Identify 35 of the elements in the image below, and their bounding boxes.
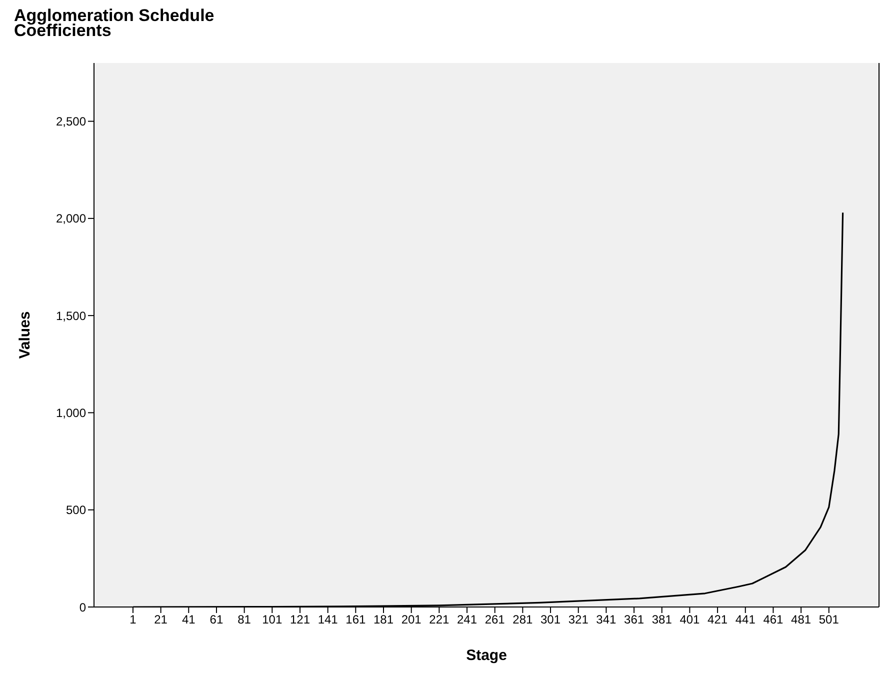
y-tick-label: 500 xyxy=(66,503,86,518)
y-tick-label: 1,500 xyxy=(56,308,86,323)
y-tick-label: 2,500 xyxy=(56,114,86,129)
x-tick-label: 401 xyxy=(680,612,700,627)
x-tick-label: 161 xyxy=(346,612,366,627)
y-tick-label: 0 xyxy=(79,600,86,614)
x-tick-label: 301 xyxy=(540,612,561,627)
x-tick-label: 101 xyxy=(262,612,282,627)
x-tick-label: 261 xyxy=(484,612,506,627)
x-tick-label: 461 xyxy=(763,612,784,627)
x-tick-label: 361 xyxy=(624,612,644,627)
x-tick-label: 341 xyxy=(596,612,617,627)
x-tick-label: 41 xyxy=(182,612,196,627)
x-tick-label: 21 xyxy=(154,612,168,627)
x-tick-label: 81 xyxy=(238,612,252,627)
x-axis-title: Stage xyxy=(466,647,507,664)
x-tick-label: 441 xyxy=(735,612,756,627)
x-tick-label: 241 xyxy=(457,612,478,627)
x-tick-label: 321 xyxy=(568,612,589,627)
x-tick-label: 141 xyxy=(318,612,338,627)
y-tick-label: 2,000 xyxy=(56,212,86,226)
x-tick-label: 1 xyxy=(130,612,137,627)
y-tick-label: 1,000 xyxy=(56,406,86,420)
x-tick-label: 61 xyxy=(210,612,224,627)
chart-title: Agglomeration Schedule xyxy=(14,6,216,25)
x-tick-label: 221 xyxy=(429,612,450,627)
x-tick-label: 281 xyxy=(512,612,534,627)
x-tick-label: 501 xyxy=(818,612,840,627)
x-tick-label: 481 xyxy=(791,612,812,627)
y-axis-title: Values xyxy=(16,311,34,359)
x-tick-label: 121 xyxy=(290,612,310,627)
x-tick-label: 421 xyxy=(708,612,728,627)
x-tick-label: 381 xyxy=(652,612,672,627)
x-tick-label: 201 xyxy=(401,612,422,627)
x-tick-label: 181 xyxy=(373,612,394,627)
